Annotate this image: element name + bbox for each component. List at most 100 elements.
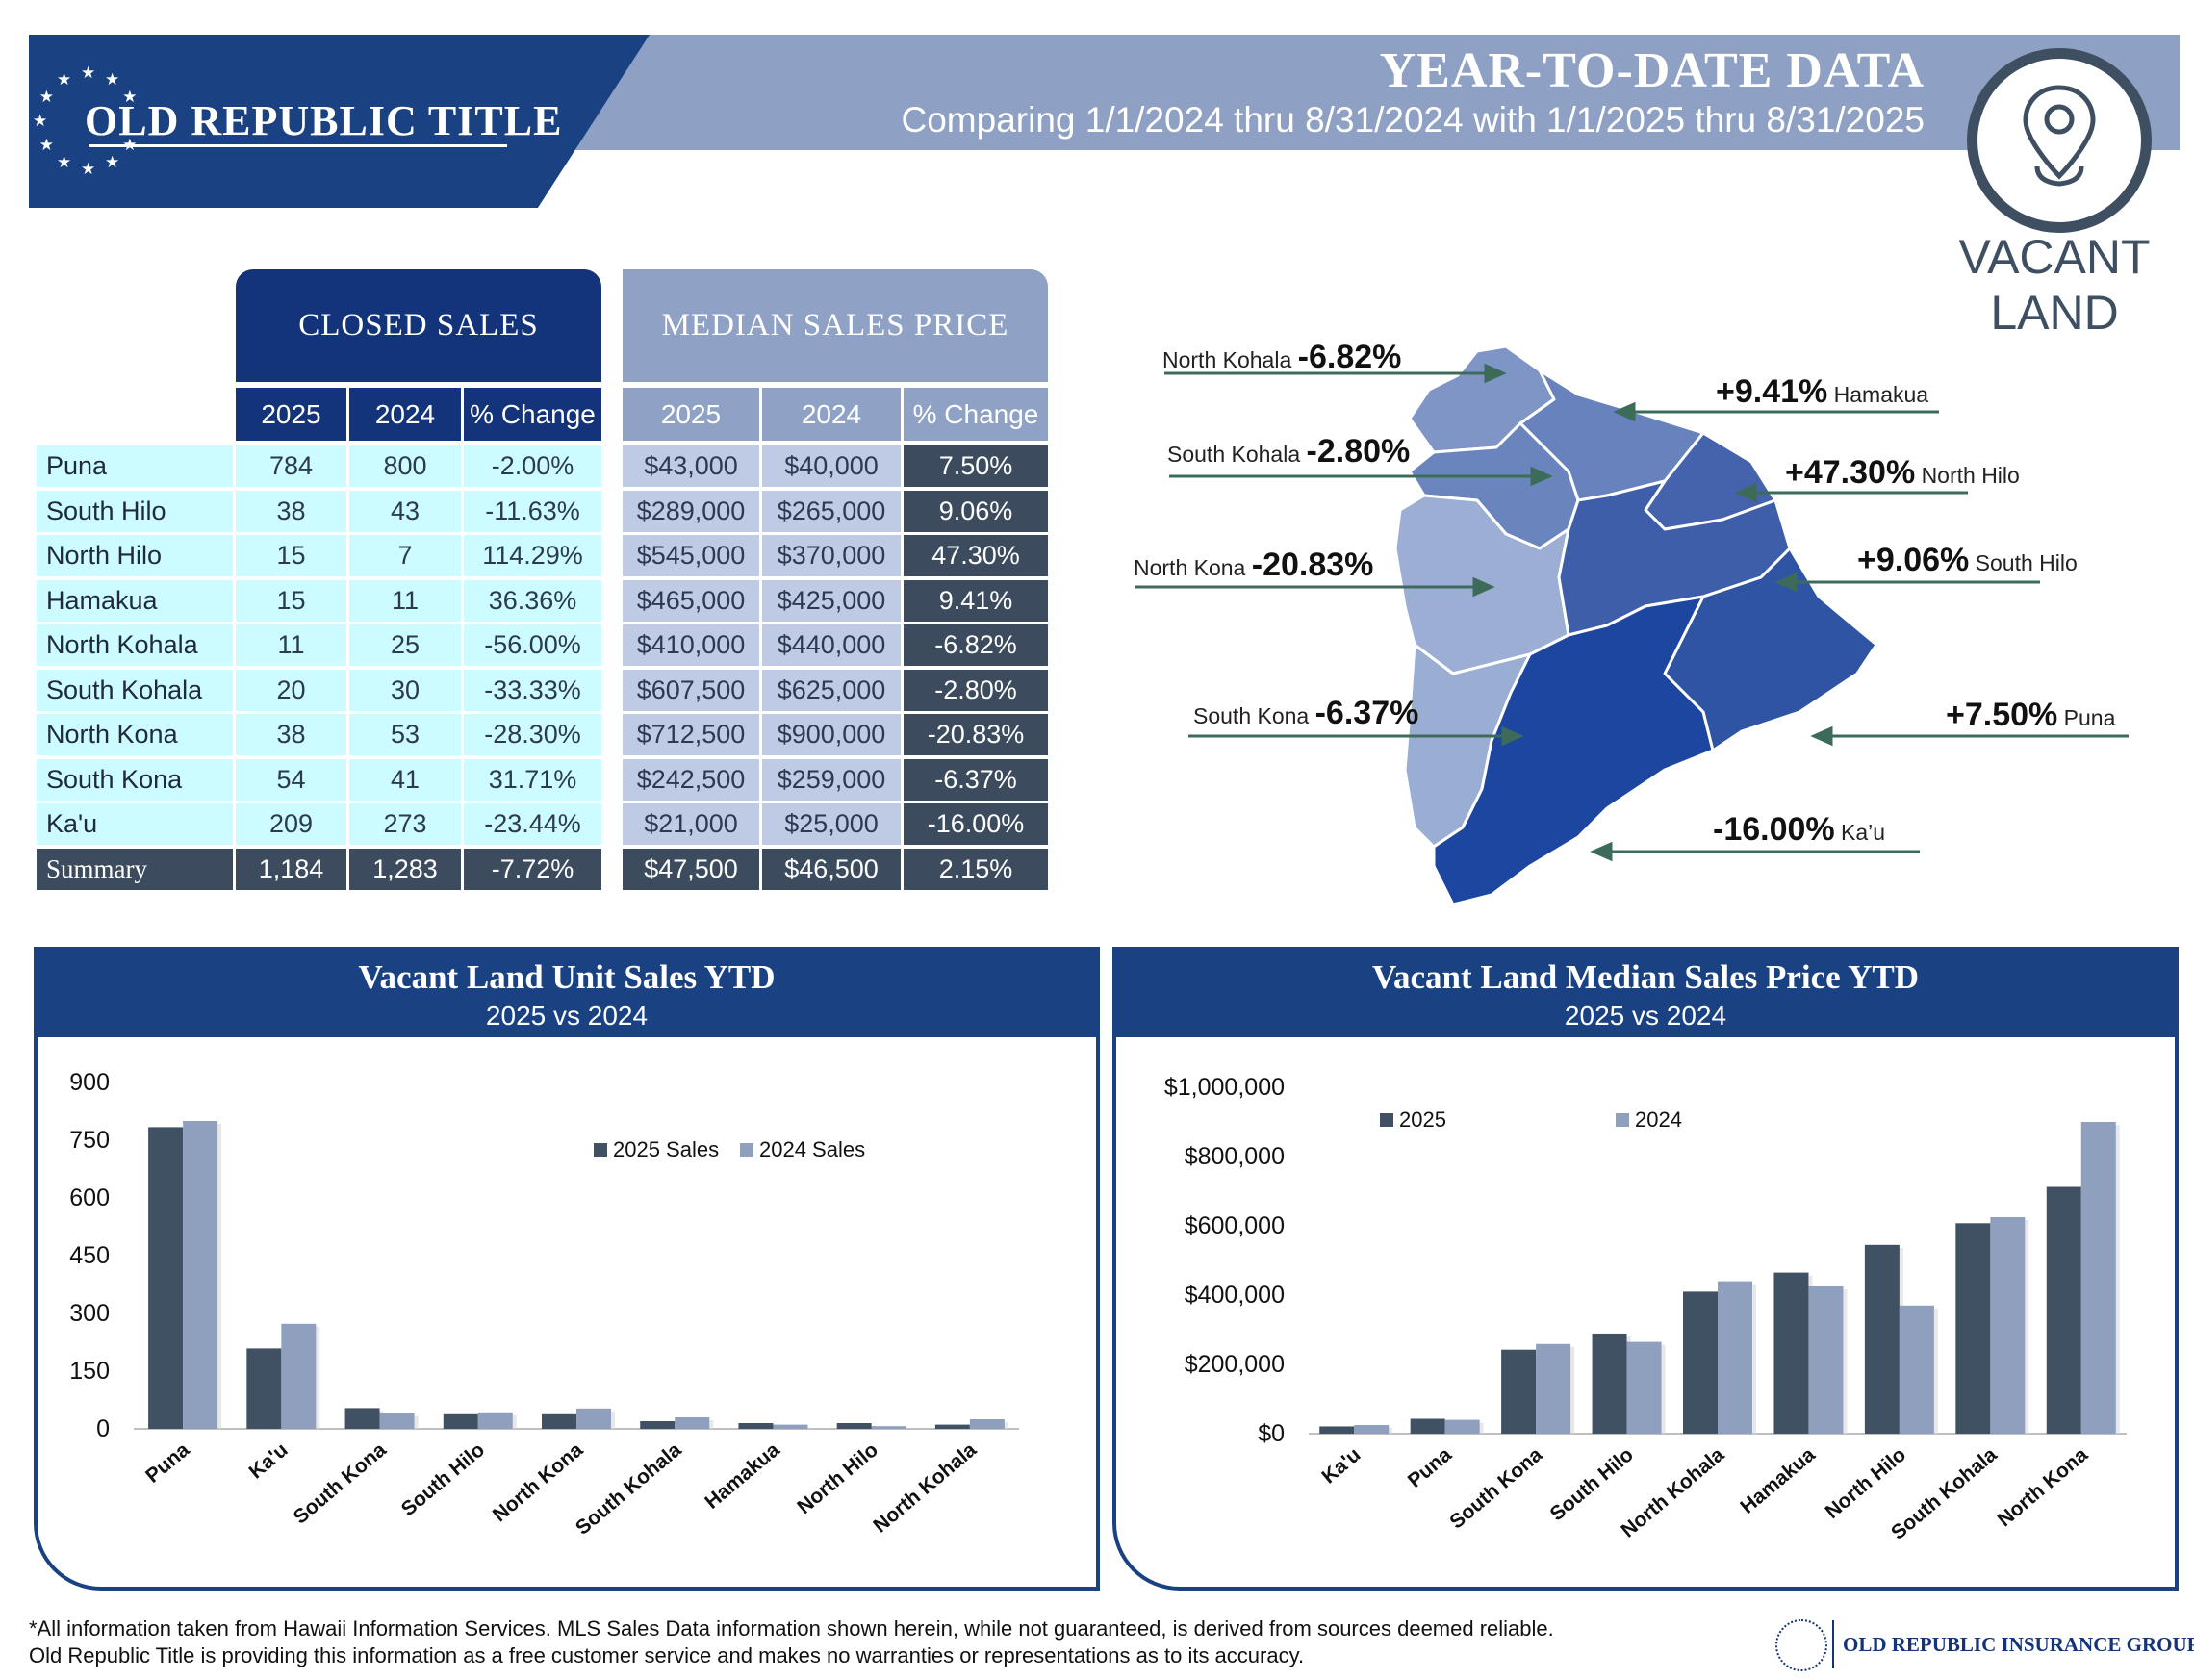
x-tick-label: Hamakua [1736, 1443, 1820, 1518]
closed-sales-header: CLOSED SALES [236, 269, 601, 382]
legend-swatch [740, 1143, 753, 1157]
bar [1592, 1333, 1627, 1434]
table-cell: -16.00% [904, 803, 1048, 845]
bar [344, 1408, 380, 1429]
page-subtitle: Comparing 1/1/2024 thru 8/31/2024 with 1… [901, 100, 1926, 140]
bar [640, 1421, 676, 1429]
row-label: South Hilo [37, 490, 233, 532]
y-tick-label: 0 [96, 1415, 110, 1442]
table-cell: $370,000 [762, 535, 901, 576]
x-tick-label: Puna [141, 1438, 193, 1488]
table-cell: 9.06% [904, 490, 1048, 532]
table-cell: 15 [236, 535, 346, 576]
x-tick-label: North Kohala [869, 1438, 981, 1538]
x-tick-label: South Kona [290, 1438, 391, 1529]
bar [675, 1417, 710, 1429]
company-logo: OLD REPUBLIC TITLE [85, 97, 563, 144]
median-price-chart-title: Vacant Land Median Sales Price YTD [1371, 958, 1920, 996]
unit-sales-chart-title: Vacant Land Unit Sales YTD [358, 958, 776, 996]
bar [1683, 1291, 1718, 1434]
bar [1354, 1425, 1390, 1434]
y-tick-label: $200,000 [1185, 1351, 1285, 1378]
table-cell: 54 [236, 758, 346, 801]
table-cell: $625,000 [762, 669, 901, 711]
row-label: South Kohala [37, 669, 233, 711]
bar [379, 1413, 415, 1429]
table-cell: -33.33% [464, 669, 601, 711]
district-kau [1432, 595, 1715, 906]
column-header: 2024 [349, 388, 461, 441]
y-tick-label: 900 [69, 1069, 110, 1096]
table-cell: $265,000 [762, 490, 901, 532]
y-tick-label: $1,000,000 [1164, 1074, 1285, 1101]
star-icon: ★ [57, 153, 72, 172]
table-cell: 15 [236, 579, 346, 622]
unit-sales-chart-subtitle: 2025 vs 2024 [485, 1001, 649, 1031]
median-price-chart-panel: $1,000,000 $800,000 $600,000 $400,000 $200,0… [1112, 1037, 2179, 1591]
row-label: Puna [37, 445, 233, 487]
table-cell: 53 [349, 714, 461, 755]
table-cell: 41 [349, 758, 461, 801]
table-cell: $607,500 [623, 669, 759, 711]
bar [1501, 1349, 1537, 1434]
table-cell: 114.29% [464, 535, 601, 576]
bar [1899, 1305, 1934, 1434]
y-tick-label: $400,000 [1185, 1282, 1285, 1309]
legend-label: 2025 Sales [613, 1137, 719, 1161]
table-cell: 800 [349, 445, 461, 487]
y-tick-label: 450 [69, 1242, 110, 1269]
bar [1864, 1244, 1900, 1434]
location-pin-glyph [2023, 85, 2096, 187]
map-label-hamakua: +9.41% Hamakua [1716, 373, 1929, 410]
x-tick-label: North Hilo [1822, 1443, 1911, 1523]
legend-swatch [594, 1143, 607, 1157]
table-cell: -7.72% [464, 849, 601, 890]
y-tick-label: $0 [1258, 1420, 1285, 1447]
island-map-svg [1135, 344, 2129, 906]
bar [1444, 1419, 1480, 1434]
legend-label: 2024 [1635, 1107, 1682, 1132]
row-label: North Kona [37, 714, 233, 755]
column-header: 2025 [623, 388, 759, 441]
x-tick-label: South Kohala [572, 1438, 686, 1540]
y-tick-label: $600,000 [1185, 1212, 1285, 1239]
table-cell: -2.00% [464, 445, 601, 487]
table-cell: $289,000 [623, 490, 759, 532]
table-cell: $425,000 [762, 579, 901, 622]
column-header: % Change [464, 388, 601, 441]
bar [871, 1426, 906, 1429]
x-tick-label: North Kona [1994, 1443, 2093, 1531]
x-tick-label: South Hilo [1546, 1443, 1638, 1525]
table-cell: $21,000 [623, 803, 759, 845]
bar [1536, 1343, 1571, 1434]
table-cell: 36.36% [464, 579, 601, 622]
legend-swatch [1380, 1113, 1393, 1127]
table-cell: -2.80% [904, 669, 1048, 711]
column-header: % Change [904, 388, 1048, 441]
star-icon: ★ [33, 112, 48, 130]
bar [443, 1413, 478, 1429]
location-pin-icon [1967, 48, 2152, 233]
bar [2080, 1122, 2116, 1434]
bar [1990, 1217, 2026, 1434]
median-price-chart: $1,000,000 $800,000 $600,000 $400,000 $200,0… [1164, 1074, 2127, 1544]
bar [148, 1127, 184, 1429]
y-tick-label: 150 [69, 1358, 110, 1385]
table-cell: 31.71% [464, 758, 601, 801]
row-label: South Kona [37, 758, 233, 801]
table-cell: 38 [236, 714, 346, 755]
seal-icon [1775, 1619, 1827, 1671]
y-tick-label: 300 [69, 1300, 110, 1327]
bar [773, 1424, 808, 1429]
footer-disclaimer-1: *All information taken from Hawaii Infor… [29, 1616, 1554, 1641]
bar [1955, 1223, 1991, 1434]
legend-label: 2024 Sales [759, 1137, 865, 1161]
median-price-chart-subtitle: 2025 vs 2024 [1564, 1001, 1727, 1031]
y-tick-label: $800,000 [1185, 1143, 1285, 1170]
bar [246, 1348, 282, 1429]
star-icon: ★ [38, 136, 54, 154]
category-line-2: LAND [1990, 286, 2119, 340]
row-label: Ka'u [37, 803, 233, 845]
table-cell: 784 [236, 445, 346, 487]
row-label: North Kohala [37, 624, 233, 666]
